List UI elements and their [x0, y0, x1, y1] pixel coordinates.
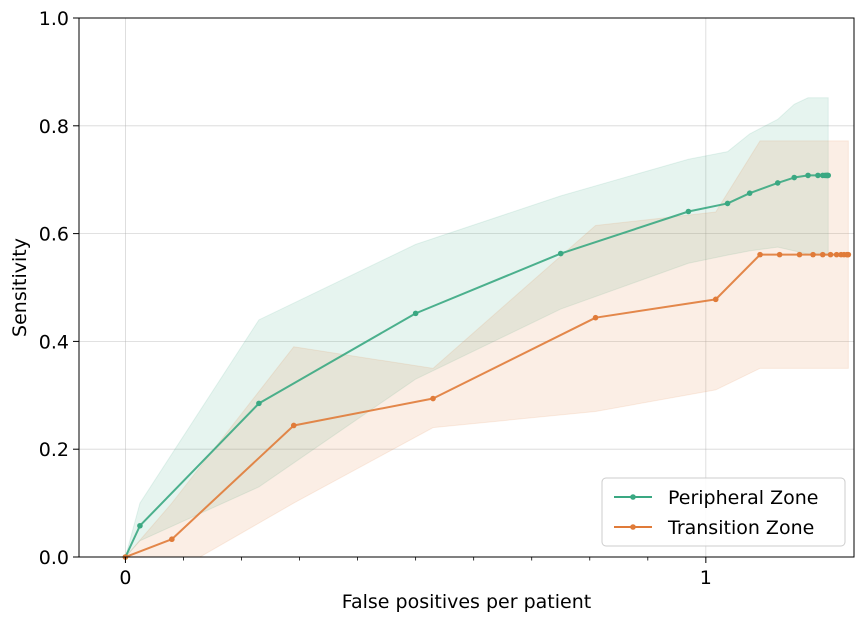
- x-axis-title: False positives per patient: [342, 591, 591, 613]
- data-point-peripheral-zone: [412, 310, 419, 317]
- data-point-peripheral-zone: [774, 180, 781, 186]
- data-point-peripheral-zone: [685, 208, 692, 215]
- data-point-peripheral-zone: [256, 400, 262, 407]
- y-tick-label: 0.6: [39, 224, 69, 246]
- y-tick-label: 0.2: [39, 439, 69, 461]
- data-point-transition-zone: [810, 251, 816, 258]
- data-point-peripheral-zone: [791, 174, 798, 181]
- data-point-transition-zone: [757, 251, 763, 258]
- data-point-peripheral-zone: [805, 172, 811, 179]
- y-tick-label: 0.4: [39, 331, 69, 353]
- data-point-transition-zone: [712, 296, 719, 303]
- data-point-peripheral-zone: [815, 172, 821, 179]
- data-point-peripheral-zone: [557, 250, 564, 257]
- data-point-transition-zone: [169, 536, 175, 543]
- y-axis-title: Sensitivity: [9, 238, 31, 337]
- x-tick-label: 1: [700, 567, 712, 589]
- data-point-transition-zone: [845, 251, 852, 258]
- data-point-transition-zone: [827, 251, 834, 258]
- plot-frame: [78, 17, 855, 558]
- data-point-transition-zone: [290, 422, 297, 429]
- legend-label-transition-zone: Transition Zone: [667, 517, 814, 539]
- data-point-transition-zone: [819, 251, 826, 258]
- data-point-transition-zone: [592, 314, 599, 321]
- bands-layer: [124, 97, 849, 557]
- legend: Peripheral Zone Transition Zone: [601, 477, 846, 547]
- y-tick-label: 0.0: [39, 547, 69, 569]
- legend-entry-transition-zone: Transition Zone: [614, 517, 814, 539]
- data-point-transition-zone: [776, 251, 783, 258]
- legend-marker-peripheral-zone: [630, 494, 636, 500]
- data-point-peripheral-zone: [825, 172, 832, 179]
- data-point-transition-zone: [796, 251, 803, 258]
- y-tick-label: 1.0: [39, 8, 69, 30]
- legend-entry-peripheral-zone: Peripheral Zone: [614, 487, 819, 509]
- data-point-transition-zone: [833, 251, 840, 258]
- ticks-layer: 0.0 0.2 0.4 0.6 0.8 1.0 0 1: [39, 8, 712, 589]
- y-tick-label: 0.8: [39, 116, 69, 138]
- legend-label-peripheral-zone: Peripheral Zone: [668, 487, 819, 509]
- points-layer: [122, 172, 852, 560]
- legend-marker-transition-zone: [630, 524, 636, 530]
- data-point-peripheral-zone: [746, 190, 753, 196]
- data-point-peripheral-zone: [137, 522, 143, 529]
- data-point-transition-zone: [430, 395, 436, 402]
- legend-box: [601, 477, 846, 547]
- data-point-peripheral-zone: [724, 200, 731, 207]
- x-tick-label: 0: [119, 567, 131, 589]
